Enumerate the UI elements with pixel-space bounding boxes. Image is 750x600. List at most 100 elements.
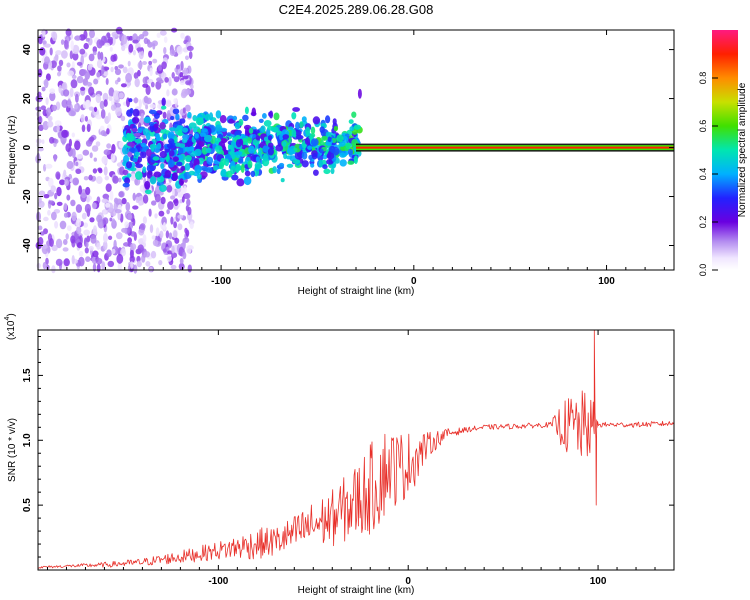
spectrogram-cell [196,169,201,175]
spectrogram-cell [128,98,133,103]
spectrogram-cell [96,242,101,250]
spectrogram-y-label: Frequency (Hz) [7,116,18,185]
spectrogram-cell [120,248,126,257]
spectrogram-cell [238,118,244,126]
spectrogram-y-tick-label: 0 [22,144,33,150]
spectrogram-cell [219,115,227,124]
spectrogram-cell [120,83,127,88]
spectrogram-cell [106,128,110,135]
spectrogram-cell [166,89,170,97]
snr-plot-area [38,330,674,570]
spectrogram-cell [114,68,122,76]
spectrogram-cell [59,179,66,186]
spectrogram-cell [186,45,194,52]
spectrogram-cell [49,47,53,56]
spectrogram-cell [76,154,83,159]
spectrogram-cell [231,174,239,181]
spectrogram-cell [267,135,273,141]
spectrogram-cell [195,117,204,126]
snr-ticks: -100 0 100 0.5 1.0 1.5 [22,330,675,587]
spectrogram-cell [110,104,117,111]
spectrogram-cell [54,138,59,144]
spectrogram-cell [161,105,167,110]
spectrogram-cell [96,176,103,184]
spectrogram-cell [130,261,134,269]
spectrogram-cell [291,112,297,120]
spectrogram-cell [280,178,285,183]
spectrogram-cell [67,70,75,77]
spectrogram-cell [139,223,146,231]
spectrogram-cell [182,107,186,114]
spectrogram-cell [63,202,68,211]
spectrogram-cell [102,209,107,215]
spectrogram-cell [74,35,81,41]
spectrogram-cell [137,127,143,134]
spectrogram-cell [171,88,178,96]
spectrogram-cell [155,227,160,237]
spectrogram-cell [153,171,162,178]
spectrogram-cell [205,147,212,154]
spectrogram-cell [117,77,121,82]
spectrogram-cell [75,161,79,167]
spectrogram-cell [258,118,264,123]
spectrogram-cell [43,216,49,222]
spectrogram-cell [188,170,196,176]
spectrogram-cell [130,173,137,182]
spectrogram-cell [104,42,110,47]
svg-text:(x104): (x104) [4,313,17,340]
spectrogram-cell [176,125,183,130]
spectrogram-cell [55,258,63,266]
spectrogram-cell [112,175,119,184]
spectrogram-cell [100,130,107,137]
spectrogram-cell [184,227,188,234]
spectrogram-cell [220,157,226,166]
spectrogram-cell [38,196,42,204]
spectrogram-cell [148,121,154,127]
spectrogram-cell [159,230,164,239]
spectrogram-cell [304,137,311,145]
spectrogram-cell [177,223,183,231]
spectrogram-cell [162,133,168,140]
colorbar-tick-label: 0.8 [698,72,708,85]
snr-y-tick-label: 1.5 [22,368,33,382]
spectrogram-cell [92,168,98,174]
spectrogram-cell [262,145,270,153]
spectrogram-cell [83,42,89,50]
spectrogram-cell [39,231,45,236]
spectrogram-cell [142,194,149,204]
spectrogram-cell [345,142,350,150]
spectrogram-cell [173,198,179,207]
spectrogram-cell [220,169,226,178]
spectrogram-cell [168,159,175,168]
spectrogram-cell [63,39,69,50]
spectrogram-cell [169,49,176,56]
spectrogram-cell [175,142,181,147]
spectrogram-cell [106,249,112,257]
spectrogram-cell [43,164,47,172]
spectrogram-cell [319,148,324,153]
spectrogram-cell [133,132,141,137]
spectrogram-cell [84,71,91,80]
spectrogram-cell [160,196,166,205]
spectrogram-cell [173,230,178,238]
spectrogram-cell [76,226,82,235]
spectrogram-cell [61,99,69,108]
spectrogram-cell [177,129,184,137]
spectrogram-cell [311,153,318,160]
spectrogram-cell [154,213,158,219]
spectrogram-cell [76,75,84,84]
spectrogram-cell [100,109,106,119]
spectrogram-cell [184,163,191,171]
spectrogram-cell [152,156,160,161]
spectrogram-cell [107,112,111,122]
spectrogram-cell [109,46,113,52]
spectrogram-cell [116,253,124,264]
spectrogram-cell [263,136,269,142]
spectrogram-cell [108,87,115,97]
spectrogram-cell [185,205,189,212]
spectrogram-cell [132,49,136,56]
spectrogram-cell [43,194,50,199]
spectrogram-cell [173,98,178,104]
spectrogram-cell [133,97,139,104]
